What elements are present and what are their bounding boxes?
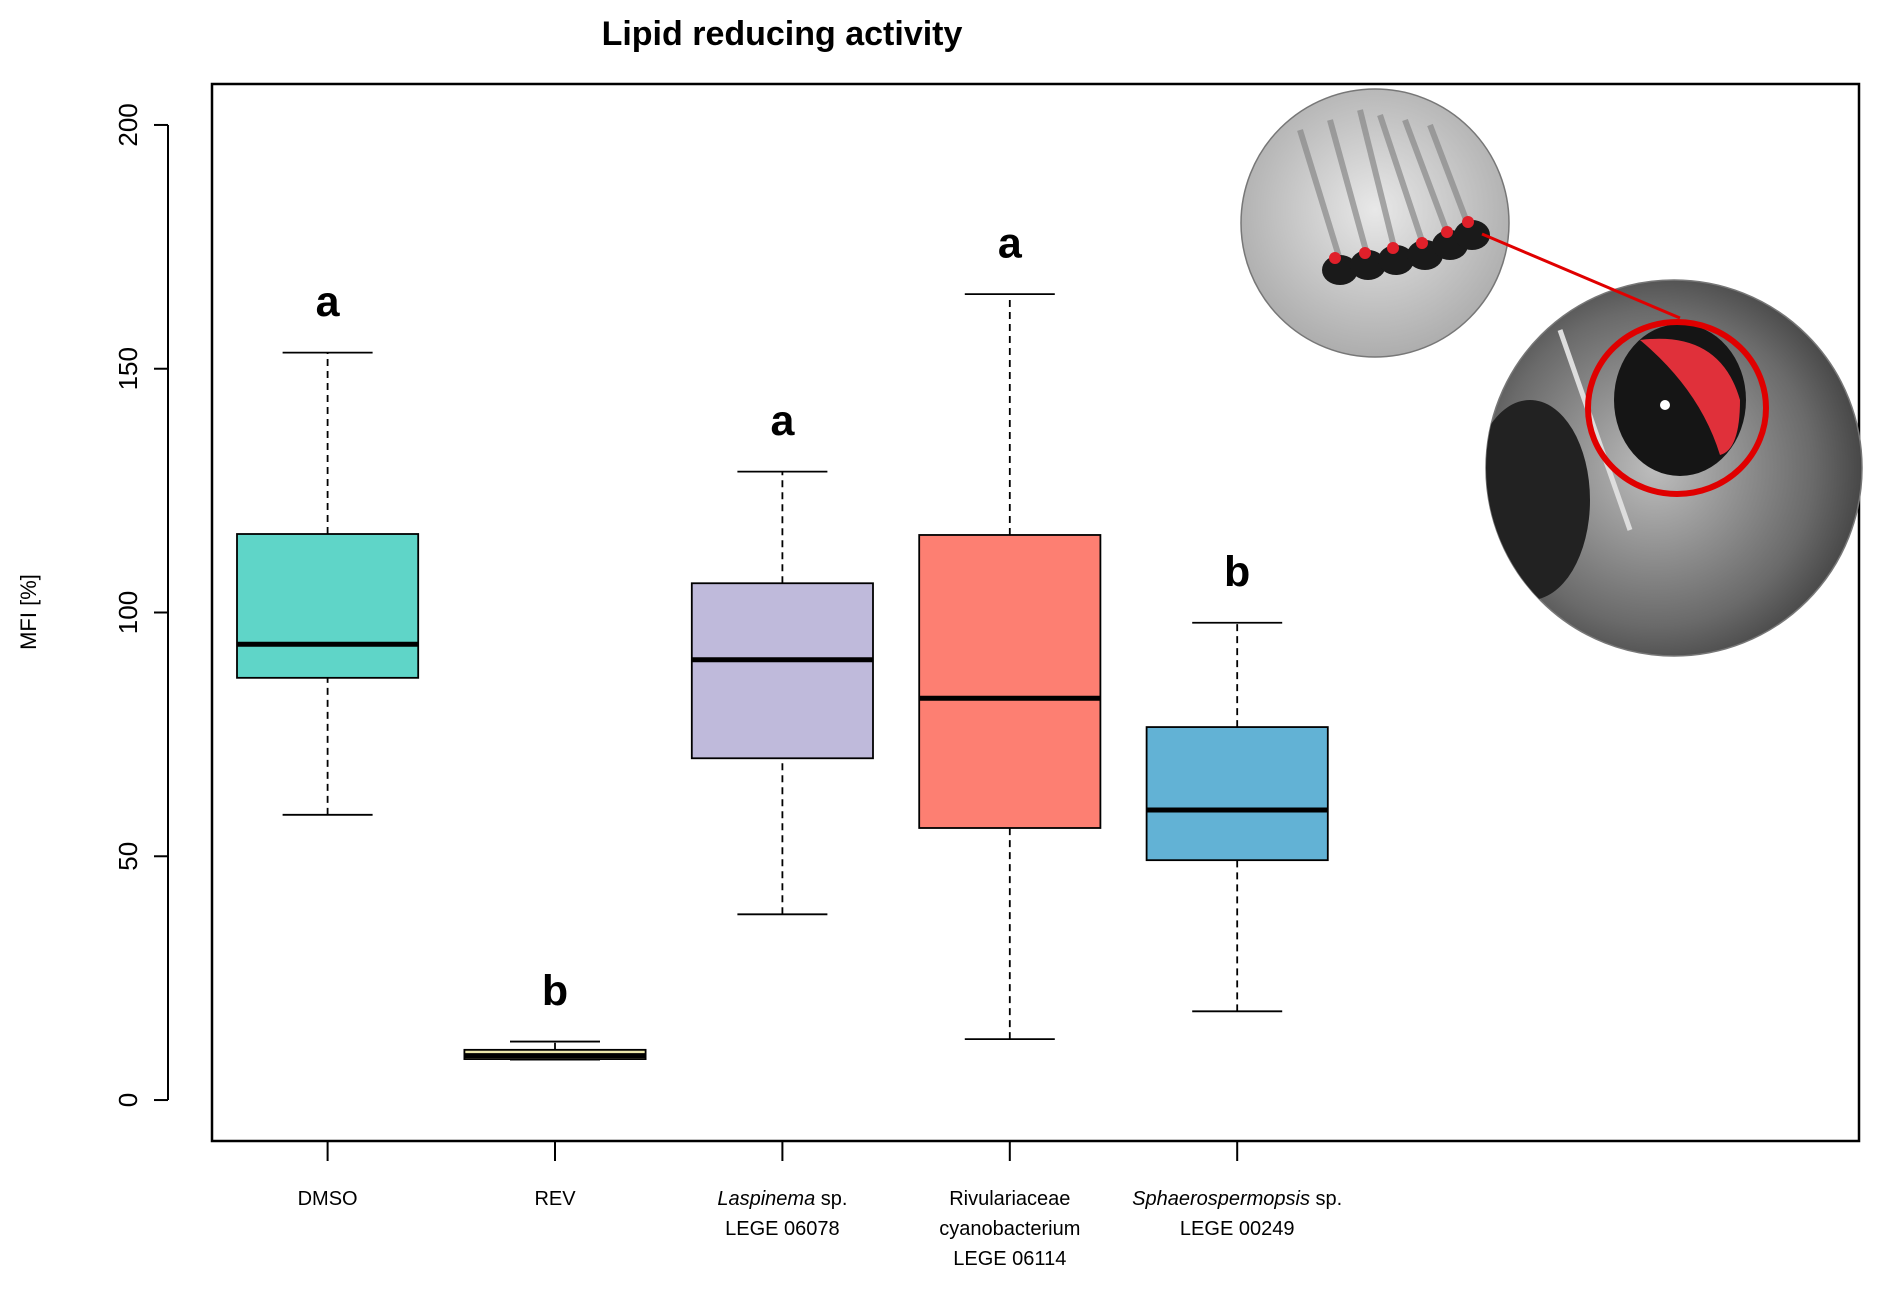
box	[236, 533, 420, 679]
box	[918, 534, 1102, 829]
x-tick-label: DMSO	[298, 1188, 358, 1210]
label-part: Rivulariaceae	[949, 1188, 1070, 1210]
x-tick-label: LEGE 06078	[725, 1218, 840, 1240]
label-part: DMSO	[298, 1188, 358, 1210]
x-tick-label: REV	[534, 1188, 576, 1210]
label-part: cyanobacterium	[939, 1218, 1080, 1240]
plot-frame	[210, 82, 1861, 1143]
group-letter: a	[998, 219, 1023, 267]
x-tick-label: LEGE 06114	[953, 1248, 1066, 1270]
box	[1145, 726, 1329, 862]
larvae	[1297, 109, 1490, 285]
y-axis-label: MFI [%]	[16, 574, 41, 650]
label-part: Laspinema	[717, 1188, 815, 1210]
group-letter: a	[770, 397, 795, 445]
box	[690, 582, 874, 760]
y-tick-label: 100	[113, 591, 143, 634]
x-tick-label: LEGE 00249	[1180, 1218, 1295, 1240]
label-part: LEGE 06114	[953, 1248, 1066, 1270]
label-part: Sphaerospermopsis	[1132, 1188, 1310, 1210]
x-tick-label: Rivulariaceae	[949, 1188, 1070, 1210]
y-tick-label: 0	[113, 1093, 143, 1107]
label-part: LEGE 00249	[1180, 1218, 1295, 1240]
x-tick-label: Sphaerospermopsis sp.	[1132, 1188, 1342, 1210]
x-tick-label: Laspinema sp.	[717, 1188, 847, 1210]
label-part: sp.	[1310, 1188, 1342, 1210]
label-part: LEGE 06078	[725, 1218, 840, 1240]
inset-photos	[1240, 88, 1863, 657]
y-tick-label: 150	[113, 347, 143, 390]
label-part: REV	[534, 1188, 576, 1210]
y-tick-label: 200	[113, 103, 143, 146]
y-tick-label: 50	[113, 842, 143, 871]
group-letter: b	[1224, 548, 1250, 596]
x-tick-label: cyanobacterium	[939, 1218, 1080, 1240]
chart-title: Lipid reducing activity	[602, 15, 963, 53]
label-part: sp.	[815, 1188, 847, 1210]
group-letter: b	[542, 967, 568, 1015]
group-letter: a	[316, 278, 341, 326]
